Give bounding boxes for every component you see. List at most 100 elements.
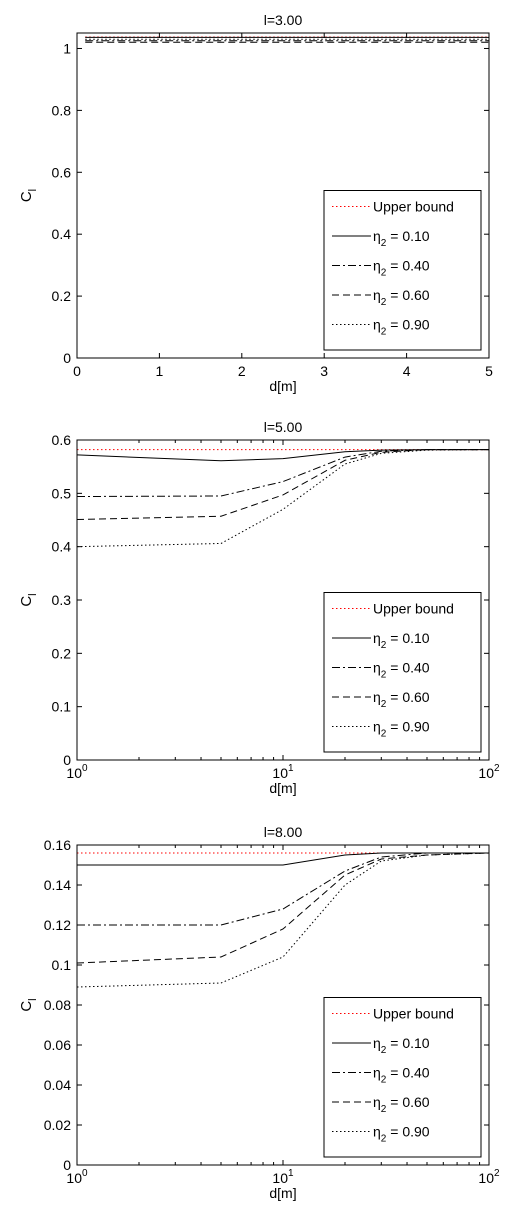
series-line-5 xyxy=(77,853,489,987)
y-axis-label: Cl xyxy=(18,189,39,202)
x-tick-label: 3 xyxy=(320,363,328,379)
legend-label-rest: = 0.40 xyxy=(386,660,429,676)
legend-label-main: η xyxy=(373,1094,381,1110)
y-tick-label: 0.5 xyxy=(52,485,72,501)
y-tick-label: 0.04 xyxy=(44,1077,71,1093)
y-axis-label-main: C xyxy=(18,191,35,202)
legend-label-main: η xyxy=(373,258,381,274)
x-tick-label: 101 xyxy=(272,1168,294,1186)
x-axis-label: d[m] xyxy=(269,780,296,796)
x-tick-label: 4 xyxy=(403,363,411,379)
series-line-3 xyxy=(77,450,489,497)
legend-label-main: η xyxy=(373,317,381,333)
y-tick-label: 0.12 xyxy=(44,917,71,933)
chart-1: l=3.00 0 0.2 0.4 0.6 0.8 1 0 1 2 3 4 5 d[m] Cl Upper bo… xyxy=(18,12,493,394)
legend-label-main: Upper bound xyxy=(373,601,454,617)
legend-label-rest: = 0.60 xyxy=(386,1094,429,1110)
series-line-2 xyxy=(77,450,489,461)
x-tick-exponent: 1 xyxy=(288,1168,294,1179)
legend-label-rest: = 0.40 xyxy=(386,258,429,274)
x-tick-label: 1 xyxy=(156,363,164,379)
x-tick-base: 10 xyxy=(478,1170,494,1186)
y-tick-label: 0.8 xyxy=(52,102,72,118)
y-tick-label: 0.08 xyxy=(44,997,71,1013)
x-tick-label: 100 xyxy=(66,1168,88,1186)
y-tick-label: 0.4 xyxy=(52,539,72,555)
series-line-4 xyxy=(77,450,489,520)
series-line-4 xyxy=(77,853,489,963)
y-tick-label: 0.02 xyxy=(44,1117,71,1133)
x-tick-base: 10 xyxy=(272,765,288,781)
y-tick-label: 0.1 xyxy=(52,699,72,715)
x-tick-base: 10 xyxy=(478,765,494,781)
x-tick-base: 10 xyxy=(66,765,82,781)
x-tick-label: 102 xyxy=(478,763,500,781)
legend-label-main: η xyxy=(373,1124,381,1140)
legend-label-1: Upper bound xyxy=(373,1006,454,1022)
x-tick-exponent: 2 xyxy=(494,763,500,774)
legend-label-main: Upper bound xyxy=(373,1006,454,1022)
x-tick-label: 100 xyxy=(66,763,88,781)
y-tick-label: 0.3 xyxy=(52,592,72,608)
legend-label-rest: = 0.60 xyxy=(386,689,429,705)
legend-label-main: η xyxy=(373,228,381,244)
y-tick-label: 0.16 xyxy=(44,837,71,853)
y-axis-label-sub: l xyxy=(27,998,39,1000)
y-tick-label: 0.2 xyxy=(52,288,72,304)
y-tick-label: 0.6 xyxy=(52,432,72,448)
plot-area xyxy=(77,450,489,547)
plot-area xyxy=(77,853,489,987)
y-tick-label: 0.1 xyxy=(52,957,72,973)
x-tick-exponent: 0 xyxy=(82,1168,88,1179)
chart-title: l=5.00 xyxy=(264,419,303,435)
legend-label-main: η xyxy=(373,1065,381,1081)
legend-label-rest: = 0.90 xyxy=(386,317,429,333)
x-tick-base: 10 xyxy=(272,1170,288,1186)
x-tick-label: 2 xyxy=(238,363,246,379)
y-tick-label: 0 xyxy=(63,350,71,366)
y-tick-label: 0.14 xyxy=(44,877,71,893)
y-axis-label: Cl xyxy=(18,998,39,1011)
x-tick-label: 5 xyxy=(485,363,493,379)
plot-area xyxy=(85,37,489,42)
legend-label-rest: = 0.10 xyxy=(386,228,429,244)
x-tick-label: 102 xyxy=(478,1168,500,1186)
legend-label-1: Upper bound xyxy=(373,601,454,617)
y-axis-label-sub: l xyxy=(27,593,39,595)
legend-label-main: η xyxy=(373,287,381,303)
x-tick-exponent: 0 xyxy=(82,763,88,774)
x-axis-label: d[m] xyxy=(269,378,296,394)
legend-label-rest: = 0.90 xyxy=(386,719,429,735)
legend-label-main: η xyxy=(373,1035,381,1051)
legend-label-main: η xyxy=(373,630,381,646)
x-tick-label: 101 xyxy=(272,763,294,781)
legend-label-1: Upper bound xyxy=(373,199,454,215)
chart-3: l=8.00 0 0.02 0.04 0.06 0.08 0.1 0.12 0.14 0.16 10… xyxy=(18,824,500,1201)
y-tick-label: 1 xyxy=(63,40,71,56)
legend-label-main: η xyxy=(373,689,381,705)
x-tick-exponent: 2 xyxy=(494,1168,500,1179)
series-line-5 xyxy=(77,450,489,547)
y-axis-label-sub: l xyxy=(27,189,39,191)
chart-title: l=3.00 xyxy=(264,12,303,28)
y-tick-label: 0.2 xyxy=(52,645,72,661)
legend-label-main: η xyxy=(373,660,381,676)
y-axis-label: Cl xyxy=(18,593,39,606)
x-axis-label: d[m] xyxy=(269,1185,296,1201)
y-axis-label-main: C xyxy=(18,1001,35,1012)
legend-label-rest: = 0.90 xyxy=(386,1124,429,1140)
y-tick-label: 0.06 xyxy=(44,1037,71,1053)
legend-label-rest: = 0.10 xyxy=(386,1035,429,1051)
chart-title: l=8.00 xyxy=(264,824,303,840)
series-line-3 xyxy=(77,853,489,925)
y-tick-label: 0.4 xyxy=(52,226,72,242)
legend: Upper boundη2 = 0.10η2 = 0.40η2 = 0.60η2… xyxy=(324,998,481,1158)
legend-label-rest: = 0.10 xyxy=(386,630,429,646)
legend-label-rest: = 0.60 xyxy=(386,287,429,303)
x-tick-base: 10 xyxy=(66,1170,82,1186)
x-tick-label: 0 xyxy=(73,363,81,379)
legend: Upper boundη2 = 0.10η2 = 0.40η2 = 0.60η2… xyxy=(324,593,481,753)
legend-label-main: Upper bound xyxy=(373,199,454,215)
